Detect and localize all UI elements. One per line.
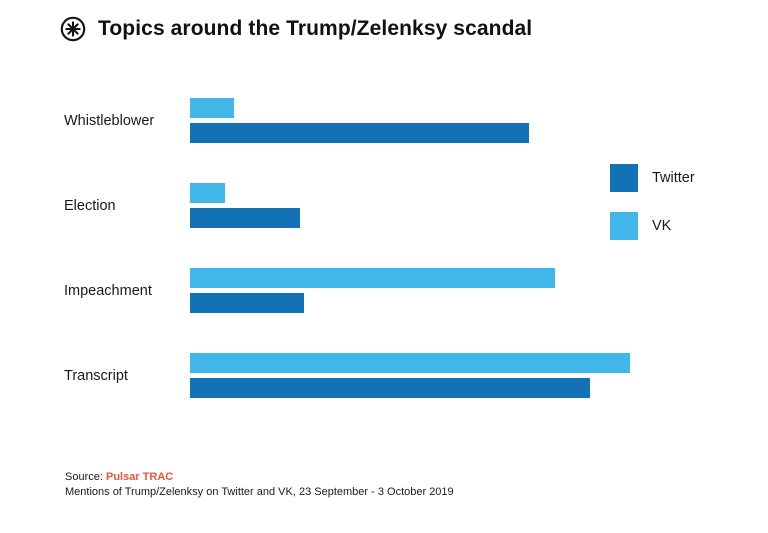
- legend-item-twitter: Twitter: [610, 164, 695, 192]
- legend-item-vk: VK: [610, 212, 695, 240]
- category-label: Impeachment: [64, 282, 152, 299]
- category-label: Transcript: [64, 367, 128, 384]
- bar-vk-whistleblower: [190, 98, 234, 118]
- legend: Twitter VK: [610, 164, 695, 240]
- bar-twitter-election: [190, 208, 300, 228]
- page-title: Topics around the Trump/Zelenksy scandal: [98, 17, 533, 40]
- category-label: Election: [64, 197, 116, 214]
- bar-group: [190, 268, 630, 313]
- chart-row: Impeachment: [64, 268, 630, 313]
- legend-swatch-twitter: [610, 164, 638, 192]
- chart-row: Whistleblower: [64, 98, 630, 143]
- legend-label: VK: [652, 218, 672, 234]
- chart-row: Transcript: [64, 353, 630, 398]
- footer: Source: Pulsar TRAC Mentions of Trump/Ze…: [65, 470, 454, 500]
- bar-vk-transcript: [190, 353, 630, 373]
- bar-group: [190, 353, 630, 398]
- bar-group: [190, 183, 630, 228]
- pulsar-asterisk-icon: [60, 16, 86, 42]
- bar-vk-impeachment: [190, 268, 556, 288]
- source-line: Source: Pulsar TRAC: [65, 470, 454, 485]
- bar-twitter-whistleblower: [190, 123, 529, 143]
- source-label: Source:: [65, 471, 103, 483]
- bar-group: [190, 98, 630, 143]
- bar-twitter-impeachment: [190, 293, 305, 313]
- bar-chart: Whistleblower Election Impeachment Transcri…: [64, 98, 630, 398]
- bar-twitter-transcript: [190, 378, 591, 398]
- chart-header: Topics around the Trump/Zelenksy scandal: [60, 16, 532, 42]
- legend-swatch-vk: [610, 212, 638, 240]
- source-name: Pulsar TRAC: [105, 471, 174, 483]
- chart-row: Election: [64, 183, 630, 228]
- legend-label: Twitter: [652, 170, 695, 186]
- category-label: Whistleblower: [64, 112, 155, 129]
- chart-caption: Mentions of Trump/Zelenksy on Twitter an…: [65, 486, 454, 498]
- bar-vk-election: [190, 183, 226, 203]
